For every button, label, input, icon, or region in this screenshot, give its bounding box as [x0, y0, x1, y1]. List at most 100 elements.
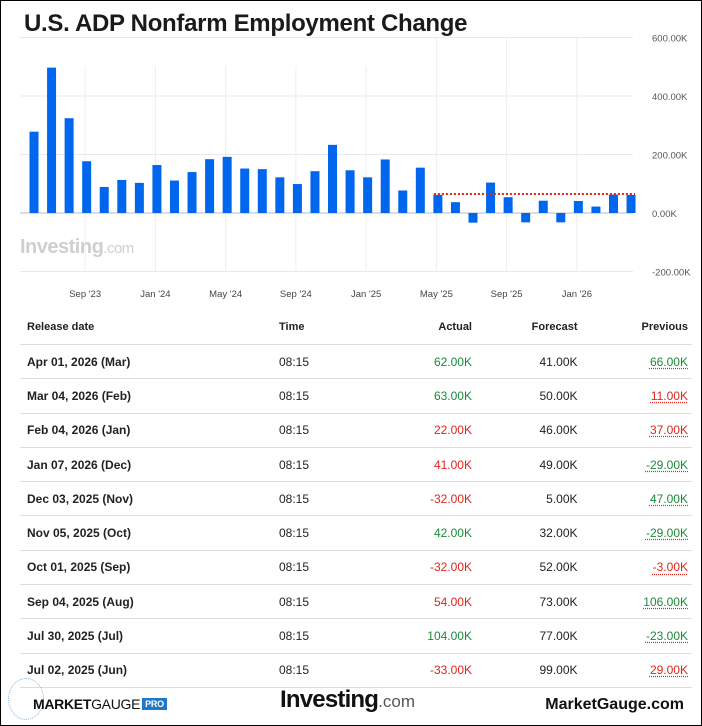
table-row: Dec 03, 2025 (Nov) 08:15 -32.00K 5.00K 47.00… [20, 481, 692, 517]
bar-jul-2023 [47, 67, 57, 213]
actual-value: 62.00K [370, 344, 473, 380]
release-time: 08:15 [278, 584, 370, 620]
investing-watermark: Investing.com [20, 236, 134, 258]
forecast-value: 41.00K [473, 344, 579, 380]
actual-value: 41.00K [370, 447, 473, 483]
x-tick-label: May '24 [209, 289, 242, 300]
actual-value: 42.00K [370, 515, 473, 551]
table-row: Apr 01, 2026 (Mar) 08:15 62.00K 41.00K 66.00… [20, 344, 692, 380]
x-tick-label: Jan '24 [140, 289, 170, 300]
bar-nov-2024 [328, 144, 338, 213]
bar-dec-2025 [556, 213, 566, 223]
bar-may-2024 [222, 156, 232, 213]
history-table: Release date Time Actual Forecast Previous A… [20, 310, 692, 688]
previous-cell: 66.00K [578, 344, 692, 380]
previous-cell: -23.00K [578, 618, 692, 654]
release-time: 08:15 [278, 550, 370, 586]
actual-value: 63.00K [370, 378, 473, 414]
previous-value[interactable]: -29.00K [645, 526, 688, 541]
actual-value: 54.00K [370, 584, 473, 620]
bar-sep-2024 [292, 184, 302, 213]
previous-value[interactable]: -3.00K [652, 560, 688, 575]
bar-jan-2024 [152, 165, 162, 213]
previous-cell: 11.00K [578, 378, 692, 414]
forecast-value: 73.00K [473, 584, 579, 620]
previous-value[interactable]: 37.00K [649, 423, 688, 438]
bar-feb-2024 [169, 180, 179, 213]
bar-chart: 600.00K 400.00K 200.00K 0.00K -200.00K Sep '2… [20, 34, 691, 300]
y-tick-label: 0.00K [652, 209, 677, 220]
bar-apr-2026 [626, 194, 636, 213]
column-header: Time [278, 310, 370, 345]
release-date: Feb 04, 2026 (Jan) [20, 413, 278, 448]
bar-aug-2025 [486, 182, 496, 213]
previous-cell: 106.00K [578, 584, 692, 620]
release-time: 08:15 [278, 515, 370, 551]
release-date: Mar 04, 2026 (Feb) [20, 378, 278, 414]
actual-value: -32.00K [370, 550, 473, 586]
previous-value[interactable]: 106.00K [643, 594, 688, 609]
bar-jan-2026 [573, 201, 583, 213]
column-header: Forecast [473, 310, 579, 345]
forecast-value: 32.00K [473, 515, 579, 551]
bar-dec-2024 [345, 170, 355, 213]
investing-logo: Investing.com [280, 686, 415, 713]
bar-mar-2025 [398, 190, 408, 213]
release-time: 08:15 [278, 378, 370, 414]
previous-value[interactable]: 47.00K [649, 491, 688, 506]
previous-cell: 37.00K [578, 413, 692, 448]
release-date: Jul 02, 2025 (Jun) [20, 653, 278, 688]
forecast-value: 46.00K [473, 413, 579, 448]
actual-value: 104.00K [370, 618, 473, 654]
table-header: Release date Time Actual Forecast Previous [20, 310, 692, 345]
bar-feb-2026 [591, 206, 601, 213]
bar-apr-2024 [205, 159, 215, 213]
marketgauge-pro-logo: MARKETGAUGE PRO [33, 696, 167, 712]
table-row: Feb 04, 2026 (Jan) 08:15 22.00K 46.00K 37.00… [20, 413, 692, 448]
release-date: Sep 04, 2025 (Aug) [20, 584, 278, 620]
previous-value[interactable]: -29.00K [645, 457, 688, 472]
x-tick-label: Jan '25 [351, 289, 381, 300]
x-tick-label: Sep '25 [491, 289, 523, 300]
release-date: Nov 05, 2025 (Oct) [20, 515, 278, 551]
bar-jun-2025 [450, 202, 460, 213]
y-tick-label: 200.00K [652, 151, 688, 162]
bar-apr-2025 [415, 167, 425, 213]
release-date: Oct 01, 2025 (Sep) [20, 550, 278, 586]
chart-title: U.S. ADP Nonfarm Employment Change [24, 10, 468, 37]
previous-value[interactable]: 29.00K [649, 663, 688, 678]
bar-mar-2024 [187, 172, 197, 213]
forecast-value: 50.00K [473, 378, 579, 414]
previous-value[interactable]: 66.00K [649, 354, 688, 369]
previous-cell: 29.00K [578, 653, 692, 688]
column-header: Actual [370, 310, 473, 345]
x-tick-label: Jan '26 [562, 289, 592, 300]
release-date: Dec 03, 2025 (Nov) [20, 481, 278, 517]
bar-sep-2025 [503, 197, 513, 213]
forecast-value: 49.00K [473, 447, 579, 483]
x-tick-label: May '25 [420, 289, 453, 300]
column-header: Previous [578, 310, 692, 345]
column-header: Release date [20, 310, 278, 345]
release-date: Apr 01, 2026 (Mar) [20, 344, 278, 380]
previous-cell: 47.00K [578, 481, 692, 517]
bar-mar-2026 [608, 194, 618, 213]
bar-jun-2023 [29, 131, 39, 213]
bar-jul-2025 [468, 213, 478, 223]
previous-value[interactable]: 11.00K [650, 388, 688, 403]
forecast-value: 77.00K [473, 618, 579, 654]
previous-cell: -29.00K [578, 447, 692, 483]
bar-oct-2025 [521, 213, 531, 223]
release-time: 08:15 [278, 618, 370, 654]
previous-value[interactable]: -23.00K [645, 629, 688, 644]
table-row: Mar 04, 2026 (Feb) 08:15 63.00K 50.00K 11.00… [20, 378, 692, 414]
table-row: Jul 02, 2025 (Jun) 08:15 -33.00K 99.00K 29.0… [20, 653, 692, 688]
release-date: Jan 07, 2026 (Dec) [20, 447, 278, 483]
bar-aug-2024 [275, 177, 285, 213]
bar-jul-2024 [257, 169, 267, 213]
bar-aug-2023 [64, 118, 74, 213]
bar-sep-2023 [82, 161, 92, 213]
x-tick-label: Sep '23 [69, 289, 101, 300]
bar-oct-2023 [99, 186, 109, 213]
bar-jan-2025 [363, 177, 373, 213]
